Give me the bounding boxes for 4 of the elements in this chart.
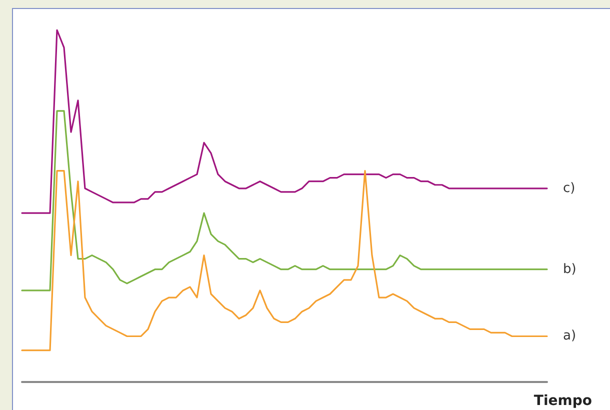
- x-axis-title: Tiempo: [534, 393, 592, 409]
- series-label: b): [563, 262, 576, 277]
- series-label: a): [563, 328, 576, 344]
- series-label: c): [563, 180, 576, 196]
